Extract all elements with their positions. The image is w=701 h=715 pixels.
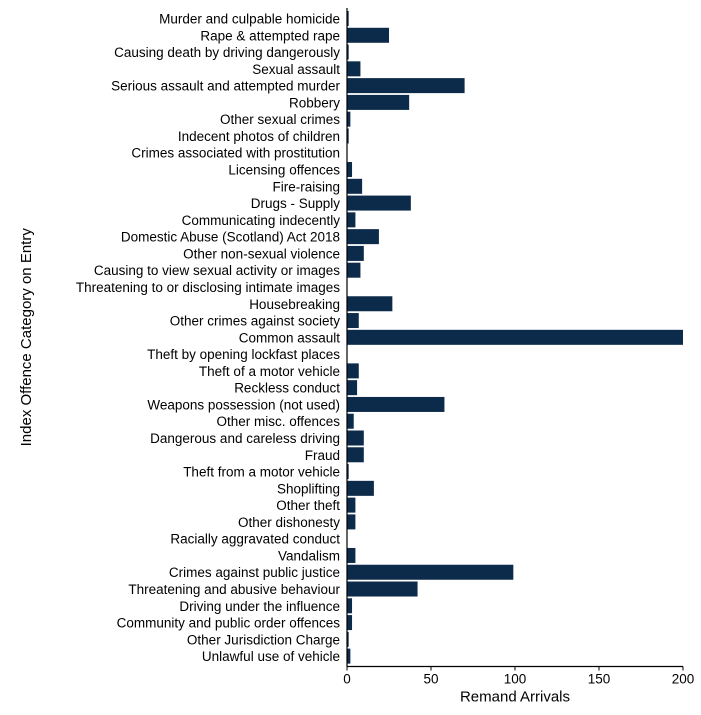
category-label: Indecent photos of children [178, 129, 340, 144]
category-label: Unlawful use of vehicle [202, 649, 340, 664]
category-label: Other crimes against society [170, 314, 341, 329]
bar [347, 631, 349, 647]
category-label: Causing to view sexual activity or image… [94, 263, 340, 278]
bar [347, 162, 353, 178]
y-axis-title: Index Offence Category on Entry [18, 228, 35, 447]
category-label: Murder and culpable homicide [159, 12, 340, 27]
category-label: Other non-sexual violence [183, 246, 340, 261]
bar [347, 94, 410, 110]
category-label: Threatening and abusive behaviour [128, 582, 340, 597]
bar [347, 296, 393, 312]
category-label: Housebreaking [249, 297, 340, 312]
x-axis-title: Remand Arrivals [460, 689, 570, 706]
x-tick-label: 150 [588, 672, 611, 687]
category-label: Theft from a motor vehicle [183, 465, 340, 480]
bar [347, 564, 514, 580]
category-label: Other dishonesty [238, 515, 340, 530]
category-label: Theft of a motor vehicle [199, 364, 340, 379]
bar [347, 430, 364, 446]
bar [347, 547, 356, 563]
bar [347, 27, 389, 43]
bar [347, 413, 354, 429]
category-label: Other misc. offences [216, 414, 340, 429]
bar [347, 396, 445, 412]
bar [347, 514, 356, 530]
category-label: Shoplifting [277, 481, 340, 496]
category-label: Other sexual crimes [220, 112, 340, 127]
category-label: Fire-raising [272, 179, 340, 194]
category-label: Sexual assault [252, 62, 340, 77]
bar [347, 447, 364, 463]
category-label: Domestic Abuse (Scotland) Act 2018 [121, 230, 340, 245]
category-label: Weapons possession (not used) [147, 397, 340, 412]
category-label: Theft by opening lockfast places [147, 347, 340, 362]
bar [347, 245, 364, 261]
bar [347, 128, 349, 144]
bar [347, 229, 379, 245]
category-label: Other Jurisdiction Charge [187, 632, 340, 647]
category-label: Dangerous and careless driving [150, 431, 340, 446]
bar [347, 44, 349, 60]
bars-group [347, 11, 683, 664]
bar [347, 61, 361, 77]
category-label: Common assault [239, 330, 341, 345]
bar [347, 178, 363, 194]
category-label: Crimes against public justice [169, 565, 340, 580]
bar [347, 78, 465, 94]
bar [347, 480, 374, 496]
category-label: Vandalism [278, 548, 340, 563]
category-label: Crimes associated with prostitution [131, 146, 340, 161]
bar [347, 212, 356, 228]
bar [347, 262, 361, 278]
bar [347, 111, 351, 127]
category-label: Drugs - Supply [251, 196, 341, 211]
category-label: Reckless conduct [234, 381, 340, 396]
x-tick-label: 200 [672, 672, 695, 687]
bar [347, 363, 359, 379]
bar [347, 329, 683, 345]
category-label: Racially aggravated conduct [170, 532, 340, 547]
bar [347, 648, 351, 664]
bar [347, 313, 359, 329]
bar [347, 598, 353, 614]
bar [347, 581, 418, 597]
category-label: Fraud [305, 448, 340, 463]
category-label: Communicating indecently [182, 213, 341, 228]
category-label: Serious assault and attempted murder [111, 79, 340, 94]
category-label: Other theft [276, 498, 340, 513]
x-tick-label: 100 [504, 672, 527, 687]
category-label: Causing death by driving dangerously [114, 45, 340, 60]
bar [347, 497, 356, 513]
bar [347, 615, 353, 631]
category-label: Threatening to or disclosing intimate im… [76, 280, 340, 295]
x-ticks-group: 0 50 100 150 200 [343, 666, 695, 687]
x-tick-label: 0 [343, 672, 351, 687]
category-label: Robbery [289, 95, 340, 110]
category-label: Driving under the influence [179, 599, 340, 614]
category-label: Community and public order offences [117, 616, 341, 631]
bar [347, 11, 349, 26]
category-label: Licensing offences [228, 163, 340, 178]
bar [347, 380, 358, 396]
x-tick-label: 50 [423, 672, 438, 687]
category-label: Rape & attempted rape [200, 28, 340, 43]
bar [347, 464, 349, 480]
bar [347, 195, 411, 211]
